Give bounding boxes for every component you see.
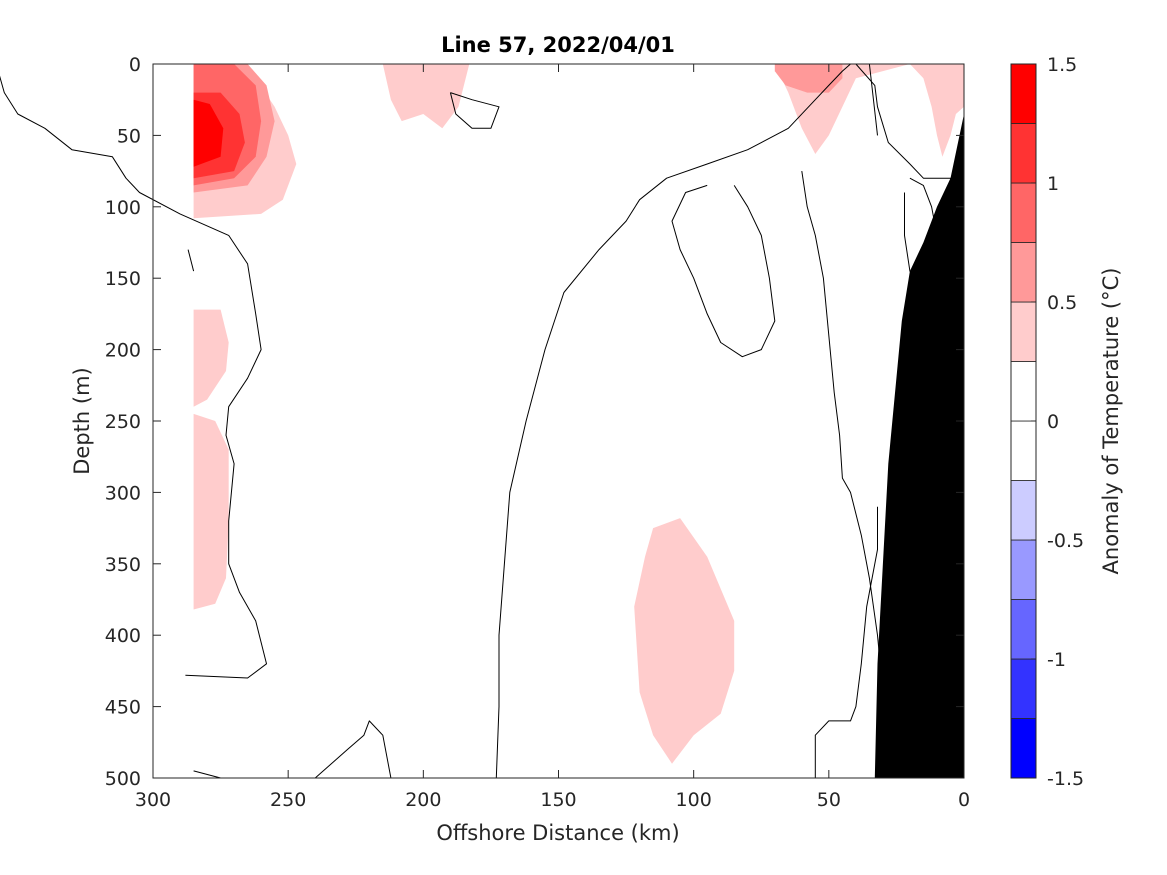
y-tick-label: 50	[117, 125, 141, 147]
x-tick-label: 150	[540, 789, 576, 811]
anomaly-region-9	[707, 64, 964, 157]
bathymetry	[874, 114, 964, 778]
contour-line-2	[449, 92, 500, 129]
y-tick-label: 0	[129, 54, 141, 76]
contour-line-10	[814, 506, 878, 778]
y-axis-label: Depth (m)	[70, 367, 94, 474]
y-axis-ticks: 0 50 100 150 200 250 300 350 400 450 500	[105, 54, 964, 790]
colorbar-segment	[1010, 301, 1037, 362]
colorbar-label: Anomaly of Temperature (°C)	[1099, 268, 1123, 575]
anomaly-region-5	[193, 99, 224, 167]
colorbar-segment	[1010, 599, 1037, 660]
contour-line-3	[193, 770, 221, 779]
colorbar-segment	[1010, 182, 1037, 243]
y-tick-label: 250	[105, 411, 141, 433]
colorbar-tick-label: -0.5	[1047, 530, 1084, 552]
contour-line-4	[314, 720, 392, 779]
colorbar-segments	[1010, 63, 1037, 779]
y-tick-label: 300	[105, 482, 141, 504]
x-tick-label: 100	[676, 789, 712, 811]
y-tick-label: 400	[105, 625, 141, 647]
chart-title: Line 57, 2022/04/01	[441, 33, 675, 57]
colorbar-tick-label: 1	[1047, 173, 1059, 195]
x-tick-label: 50	[817, 789, 841, 811]
colorbar-segment	[1010, 658, 1037, 719]
colorbar-segment	[1010, 123, 1037, 184]
x-tick-label: 0	[958, 789, 970, 811]
x-tick-label: 300	[135, 789, 171, 811]
y-tick-label: 500	[105, 768, 141, 790]
anomaly-region-1	[315, 64, 470, 129]
anomaly-region-6	[193, 309, 229, 407]
colorbar-segment	[1010, 63, 1037, 124]
colorbar-segment	[1010, 718, 1037, 779]
colorbar-segment	[1010, 539, 1037, 600]
x-axis-ticks: 300 250 200 150 100 50 0	[135, 64, 970, 811]
colorbar-ticks: 1.5 1 0.5 0 -0.5 -1 -1.5	[1031, 54, 1084, 790]
anomaly-region-7	[193, 413, 229, 610]
colorbar-tick-label: 0	[1047, 411, 1059, 433]
y-tick-label: 450	[105, 697, 141, 719]
y-tick-label: 200	[105, 340, 141, 362]
colorbar-tick-label: -1	[1047, 649, 1066, 671]
colorbar-segment	[1010, 242, 1037, 303]
anomaly-region-12	[307, 199, 527, 586]
anomaly-region-10	[774, 64, 843, 93]
colorbar-segment	[1010, 480, 1037, 541]
y-tick-label: 150	[105, 268, 141, 290]
x-axis-label: Offshore Distance (km)	[436, 821, 679, 845]
anomaly-region-8	[634, 518, 735, 764]
contour-plot: 300 250 200 150 100 50 0 050100150200250300350…	[0, 54, 970, 811]
contour-line-11	[868, 63, 878, 136]
colorbar-tick-label: 1.5	[1047, 54, 1077, 76]
y-tick-label: 350	[105, 554, 141, 576]
y-tick-label: 100	[105, 197, 141, 219]
contour-line-1	[0, 75, 267, 679]
contour-lines	[0, 63, 965, 779]
bathymetry-group	[874, 114, 964, 778]
colorbar-tick-label: 0.5	[1047, 292, 1077, 314]
colorbar-segment	[1010, 361, 1037, 422]
colorbar-segment	[1010, 420, 1037, 481]
contour-line-8	[671, 184, 776, 358]
x-tick-label: 200	[405, 789, 441, 811]
x-tick-label: 250	[270, 789, 306, 811]
contour-line-5	[495, 63, 851, 779]
colorbar: 1.5 1 0.5 0 -0.5 -1 -1.5 Anomaly of Temperatur…	[1010, 54, 1123, 790]
anomaly-region-11	[518, 64, 564, 110]
contour-line-0	[187, 249, 195, 272]
colorbar-tick-label: -1.5	[1047, 768, 1084, 790]
